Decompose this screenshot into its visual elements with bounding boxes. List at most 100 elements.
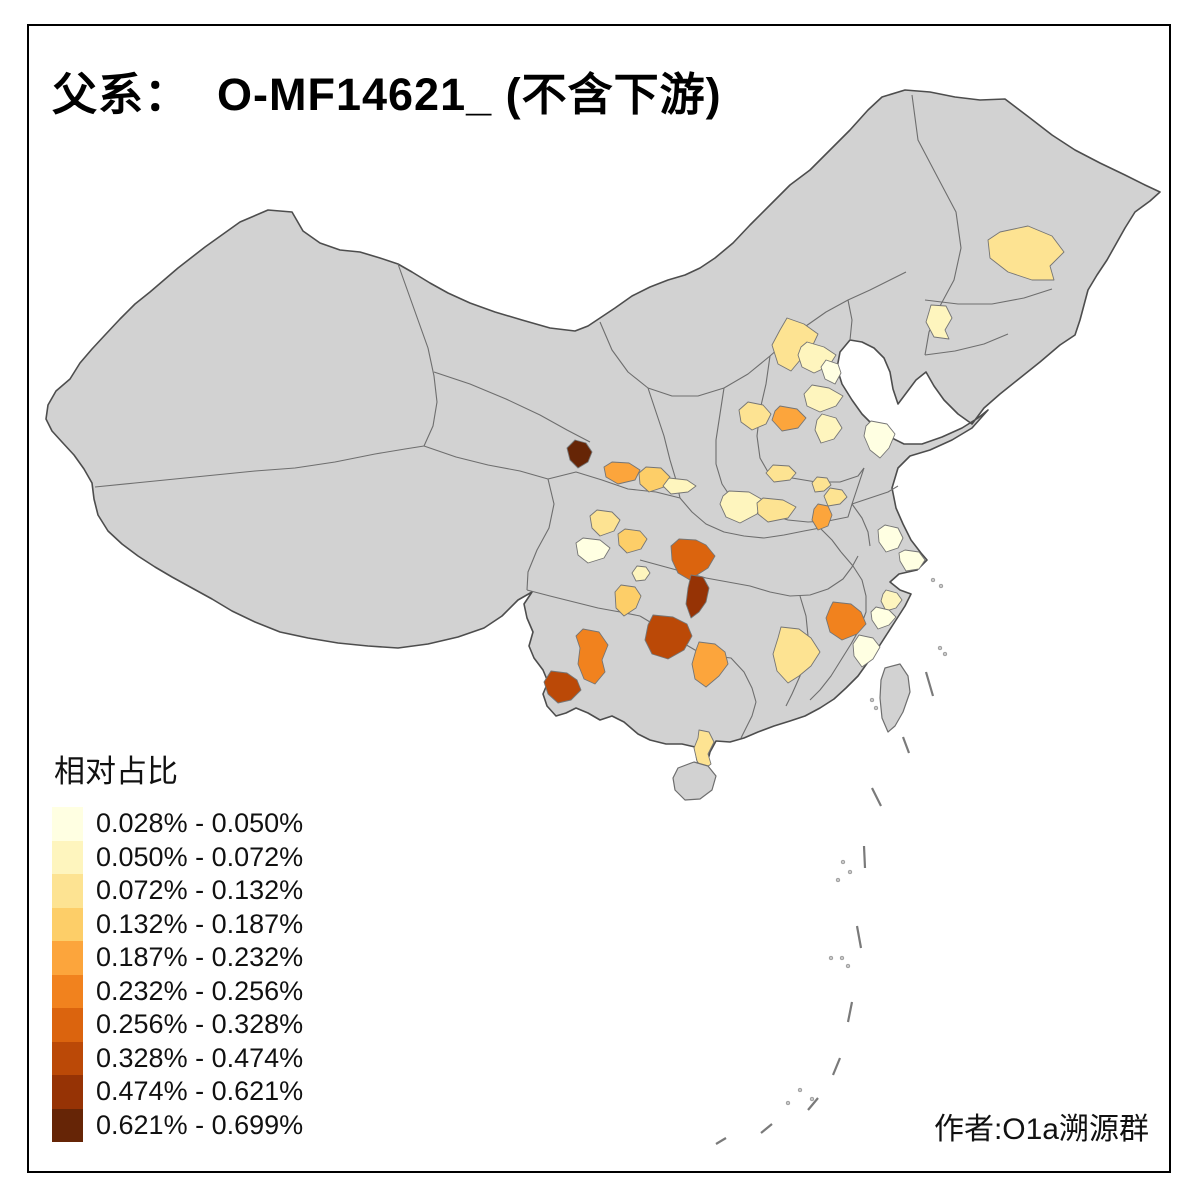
legend-swatch-6 (52, 974, 83, 1008)
nine-dash-segment-5 (855, 925, 863, 949)
small-island-dot-12 (797, 1087, 803, 1093)
region-lanzhou-east-area (603, 461, 641, 485)
legend-row-7: 0.256% - 0.328% (52, 1008, 303, 1042)
legend-row-4: 0.132% - 0.187% (52, 907, 304, 941)
region-jiangsu-nantong-area (877, 524, 904, 553)
region-yuxi-area (543, 670, 582, 704)
region-heilongjiang-harbin-area (987, 225, 1065, 281)
island-taiwan (879, 663, 911, 733)
province-border-22 (740, 701, 757, 739)
province-border-26 (847, 299, 853, 341)
province-border-11 (924, 333, 1009, 356)
province-border-18 (679, 497, 842, 553)
legend: 相对占比 0.028% - 0.050% 0.050% - 0.072% 0.072… (52, 746, 303, 1142)
legend-label-1: 0.028% - 0.050% (96, 808, 304, 839)
small-island-dot-2 (942, 651, 948, 657)
region-fujian-nanping-area (852, 634, 881, 668)
region-liaoning-west-area (925, 304, 953, 340)
legend-label-9: 0.474% - 0.621% (96, 1076, 304, 1107)
region-kunming-area (575, 628, 609, 685)
small-island-dot-13 (809, 1096, 815, 1102)
province-border-6 (547, 471, 681, 499)
province-border-3 (423, 445, 549, 480)
region-zunyi-area (644, 614, 693, 660)
legend-label-2: 0.050% - 0.072% (96, 841, 304, 872)
region-hengshui-area (814, 413, 843, 444)
page-title: 父系： O-MF14621_ (不含下游) (52, 69, 722, 120)
author-credit: 作者:O1a溯源群 (933, 1113, 1149, 1146)
province-border-7 (599, 321, 789, 397)
province-border-13 (715, 387, 731, 497)
region-taizhou-area (870, 606, 897, 630)
small-island-dot-1 (937, 645, 943, 651)
region-ningbo-area (880, 589, 903, 612)
region-yibin-area (614, 584, 642, 617)
province-border-1 (94, 445, 425, 488)
legend-row-5: 0.187% - 0.232% (52, 941, 303, 975)
nine-dash-segment-10 (715, 1137, 727, 1145)
region-chenzhou-shaoguan-area (772, 626, 821, 684)
nine-dash-segment-2 (901, 736, 911, 754)
nine-dash-segment-4 (862, 845, 867, 869)
legend-label-3: 0.072% - 0.132% (96, 875, 304, 906)
region-hunan-shaoyang-area (691, 641, 729, 688)
province-border-4 (526, 478, 555, 591)
region-henan-mid-area (756, 497, 797, 523)
region-shandong-west-area (863, 420, 896, 459)
legend-label-10: 0.621% - 0.699% (96, 1109, 304, 1140)
region-shanxi-east-area (738, 401, 772, 431)
legend-swatch-10 (52, 1108, 83, 1142)
legend-row-1: 0.028% - 0.050% (52, 807, 303, 841)
legend-label-7: 0.256% - 0.328% (96, 1009, 304, 1040)
region-jiangxi-jian-area (825, 601, 867, 641)
legend-swatch-5 (52, 941, 83, 975)
island-hainan (672, 761, 717, 801)
legend-row-6: 0.232% - 0.256% (52, 974, 303, 1008)
region-baoding-area (803, 384, 844, 413)
legend-swatch-8 (52, 1041, 83, 1075)
region-pingliang-area (662, 477, 697, 495)
legend-swatch-7 (52, 1008, 83, 1042)
region-fuyang-area (811, 503, 833, 531)
nine-dash-segment-9 (760, 1123, 773, 1134)
small-island-dot-6 (938, 583, 944, 589)
legend-swatch-1 (52, 807, 83, 841)
page-border (27, 24, 1171, 1173)
nine-dash-segment-1 (924, 671, 935, 697)
legend-label-4: 0.132% - 0.187% (96, 908, 304, 939)
region-kaifeng-area (811, 476, 832, 493)
legend-rows: 0.028% - 0.050% 0.050% - 0.072% 0.072% - 0… (52, 807, 303, 1142)
region-dingxi-area (638, 466, 671, 493)
region-neijiang-area (631, 565, 651, 582)
nine-dash-segment-7 (831, 1057, 842, 1076)
small-island-dot-11 (845, 963, 851, 969)
legend-row-10: 0.621% - 0.699% (52, 1108, 304, 1142)
legend-row-2: 0.050% - 0.072% (52, 840, 304, 874)
region-nanchong-area (617, 528, 648, 554)
legend-swatch-3 (52, 874, 83, 908)
province-border-2 (397, 263, 438, 447)
region-shanghai-area (898, 549, 926, 572)
legend-title: 相对占比 (54, 754, 178, 789)
region-mianyang-area (589, 509, 621, 537)
province-border-16 (851, 467, 899, 505)
province-border-5 (433, 371, 591, 443)
legend-swatch-4 (52, 907, 83, 941)
legend-label-8: 0.328% - 0.474% (96, 1042, 304, 1073)
region-zhangjiakou-area (771, 317, 819, 372)
legend-label-5: 0.187% - 0.232% (96, 942, 304, 973)
small-island-dot-10 (839, 955, 845, 961)
region-chongqing-north-area (670, 538, 716, 581)
small-island-dot-8 (847, 869, 853, 875)
region-chongqing-south-area (685, 574, 710, 619)
small-island-dot-9 (835, 877, 841, 883)
small-island-dot-7 (840, 859, 846, 865)
region-henan-west-area (719, 490, 764, 524)
legend-row-3: 0.072% - 0.132% (52, 874, 303, 908)
region-chengdu-area (575, 537, 611, 564)
province-border-25 (851, 503, 871, 547)
small-island-dot-3 (869, 697, 875, 703)
small-island-dot-4 (873, 705, 879, 711)
legend-swatch-2 (52, 840, 83, 874)
small-island-dot-15 (828, 955, 834, 961)
